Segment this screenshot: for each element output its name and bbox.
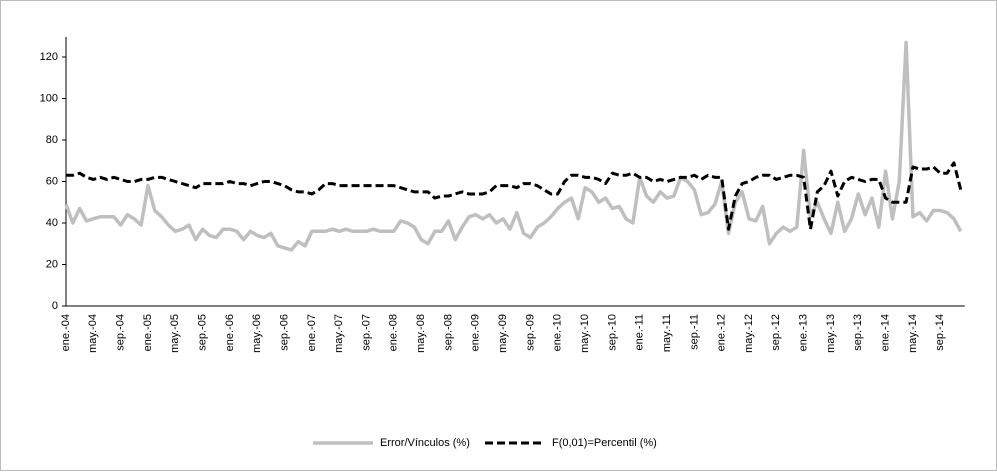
x-tick-label: may.-10 <box>579 314 591 353</box>
x-tick-label: may.-12 <box>743 314 755 353</box>
x-tick-label: may.-13 <box>825 314 837 353</box>
x-tick-label: sep.-09 <box>524 314 536 351</box>
x-tick-label: may.-14 <box>907 314 919 353</box>
x-tick-label: ene.-11 <box>634 314 646 351</box>
x-tick-label: sep.-12 <box>770 314 782 351</box>
x-tick-label: ene.-06 <box>224 314 236 351</box>
series-line <box>66 161 963 231</box>
x-tick-label: ene.-05 <box>142 314 154 351</box>
y-tick-label: 80 <box>46 134 58 146</box>
x-tick-label: may.-08 <box>415 314 427 353</box>
x-tick-label: sep.-05 <box>197 314 209 351</box>
x-tick-label: sep.-11 <box>688 314 700 350</box>
y-tick-label: 100 <box>40 92 58 104</box>
x-tick-label: sep.-06 <box>278 314 290 351</box>
x-tick-label: sep.-14 <box>934 314 946 351</box>
x-tick-label: sep.-13 <box>852 314 864 351</box>
y-tick-label: 40 <box>46 217 58 229</box>
x-tick-label: may.-06 <box>251 314 263 353</box>
x-tick-label: ene.-08 <box>388 314 400 351</box>
y-tick-label: 0 <box>52 300 58 312</box>
legend-label: Error/Vínculos (%) <box>380 437 470 449</box>
x-tick-label: ene.-09 <box>470 314 482 351</box>
x-tick-label: sep.-10 <box>606 314 618 351</box>
x-tick-label: ene.-07 <box>306 314 318 351</box>
y-tick-label: 120 <box>40 51 58 63</box>
x-tick-label: ene.-10 <box>552 314 564 351</box>
y-tick-label: 20 <box>46 258 58 270</box>
x-tick-label: sep.-04 <box>115 314 127 351</box>
series-line <box>64 40 963 252</box>
x-tick-label: may.-04 <box>87 314 99 353</box>
x-tick-label: ene.-13 <box>798 314 810 351</box>
x-tick-label: may.-05 <box>169 314 181 353</box>
x-tick-label: may.-11 <box>661 314 673 352</box>
x-tick-label: sep.-08 <box>442 314 454 351</box>
x-tick-label: ene.-04 <box>60 314 72 351</box>
y-tick-label: 60 <box>46 175 58 187</box>
x-tick-label: may.-09 <box>497 314 509 353</box>
x-tick-label: sep.-07 <box>360 314 372 351</box>
x-tick-label: ene.-14 <box>880 314 892 351</box>
legend-label: F(0,01)=Percentil (%) <box>552 437 657 449</box>
x-tick-label: ene.-12 <box>716 314 728 351</box>
x-tick-label: may.-07 <box>333 314 345 353</box>
